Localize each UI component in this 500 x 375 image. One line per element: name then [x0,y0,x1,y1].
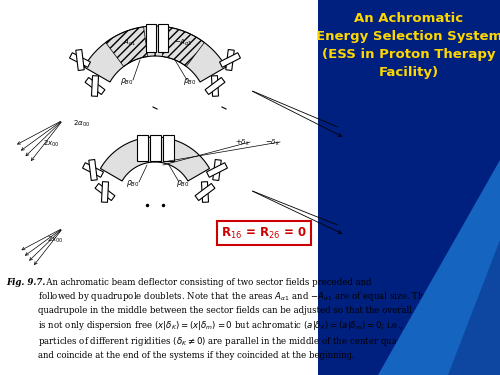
Polygon shape [448,240,500,375]
Text: R$_{16}$ = R$_{26}$ = 0: R$_{16}$ = R$_{26}$ = 0 [221,225,307,240]
Text: $\rho_{B0}$: $\rho_{B0}$ [120,76,134,87]
Polygon shape [84,26,155,82]
Bar [163,135,174,161]
Polygon shape [82,163,103,177]
Bar [318,0,500,375]
Text: Fig. 9.7.: Fig. 9.7. [6,278,46,287]
Polygon shape [70,53,90,67]
Text: $2x_{00}$: $2x_{00}$ [43,139,60,149]
Text: $\rho_{B0}$: $\rho_{B0}$ [176,178,190,189]
Polygon shape [85,78,105,94]
Polygon shape [76,50,84,70]
Polygon shape [202,182,208,203]
Text: $A_{\alpha 1}$: $A_{\alpha 1}$ [124,38,136,48]
Bar [158,24,168,52]
Polygon shape [226,50,234,70]
Text: $2x_{00}$: $2x_{00}$ [47,235,64,245]
Text: $-A_{\alpha 1}$: $-A_{\alpha 1}$ [174,38,193,48]
Text: $\rho_{B0}$: $\rho_{B0}$ [183,76,197,87]
Polygon shape [89,159,97,180]
Polygon shape [220,53,240,67]
Polygon shape [102,182,108,203]
Polygon shape [378,160,500,375]
Polygon shape [92,76,98,96]
Text: $2\alpha_{00}$: $2\alpha_{00}$ [73,119,90,129]
Bar [137,135,148,161]
Polygon shape [155,137,210,181]
Polygon shape [195,183,215,201]
Bar [146,24,156,52]
Text: $-\delta_k$: $-\delta_k$ [266,138,280,148]
Polygon shape [213,159,221,180]
Polygon shape [95,183,115,201]
Text: $\rho_{B0}$: $\rho_{B0}$ [126,178,140,189]
Polygon shape [155,26,226,82]
Text: An achromatic beam deflector consisting of two sector fields preceded and
follow: An achromatic beam deflector consisting … [38,278,446,360]
Polygon shape [212,76,218,96]
Polygon shape [206,163,228,177]
FancyBboxPatch shape [217,221,311,245]
Bar [150,135,161,161]
Polygon shape [205,78,225,94]
Polygon shape [100,137,155,181]
Text: An Achromatic
Energy Selection System
(ESS in Proton Therapy
Facility): An Achromatic Energy Selection System (E… [316,12,500,79]
Text: $+\delta_k$: $+\delta_k$ [236,138,250,148]
